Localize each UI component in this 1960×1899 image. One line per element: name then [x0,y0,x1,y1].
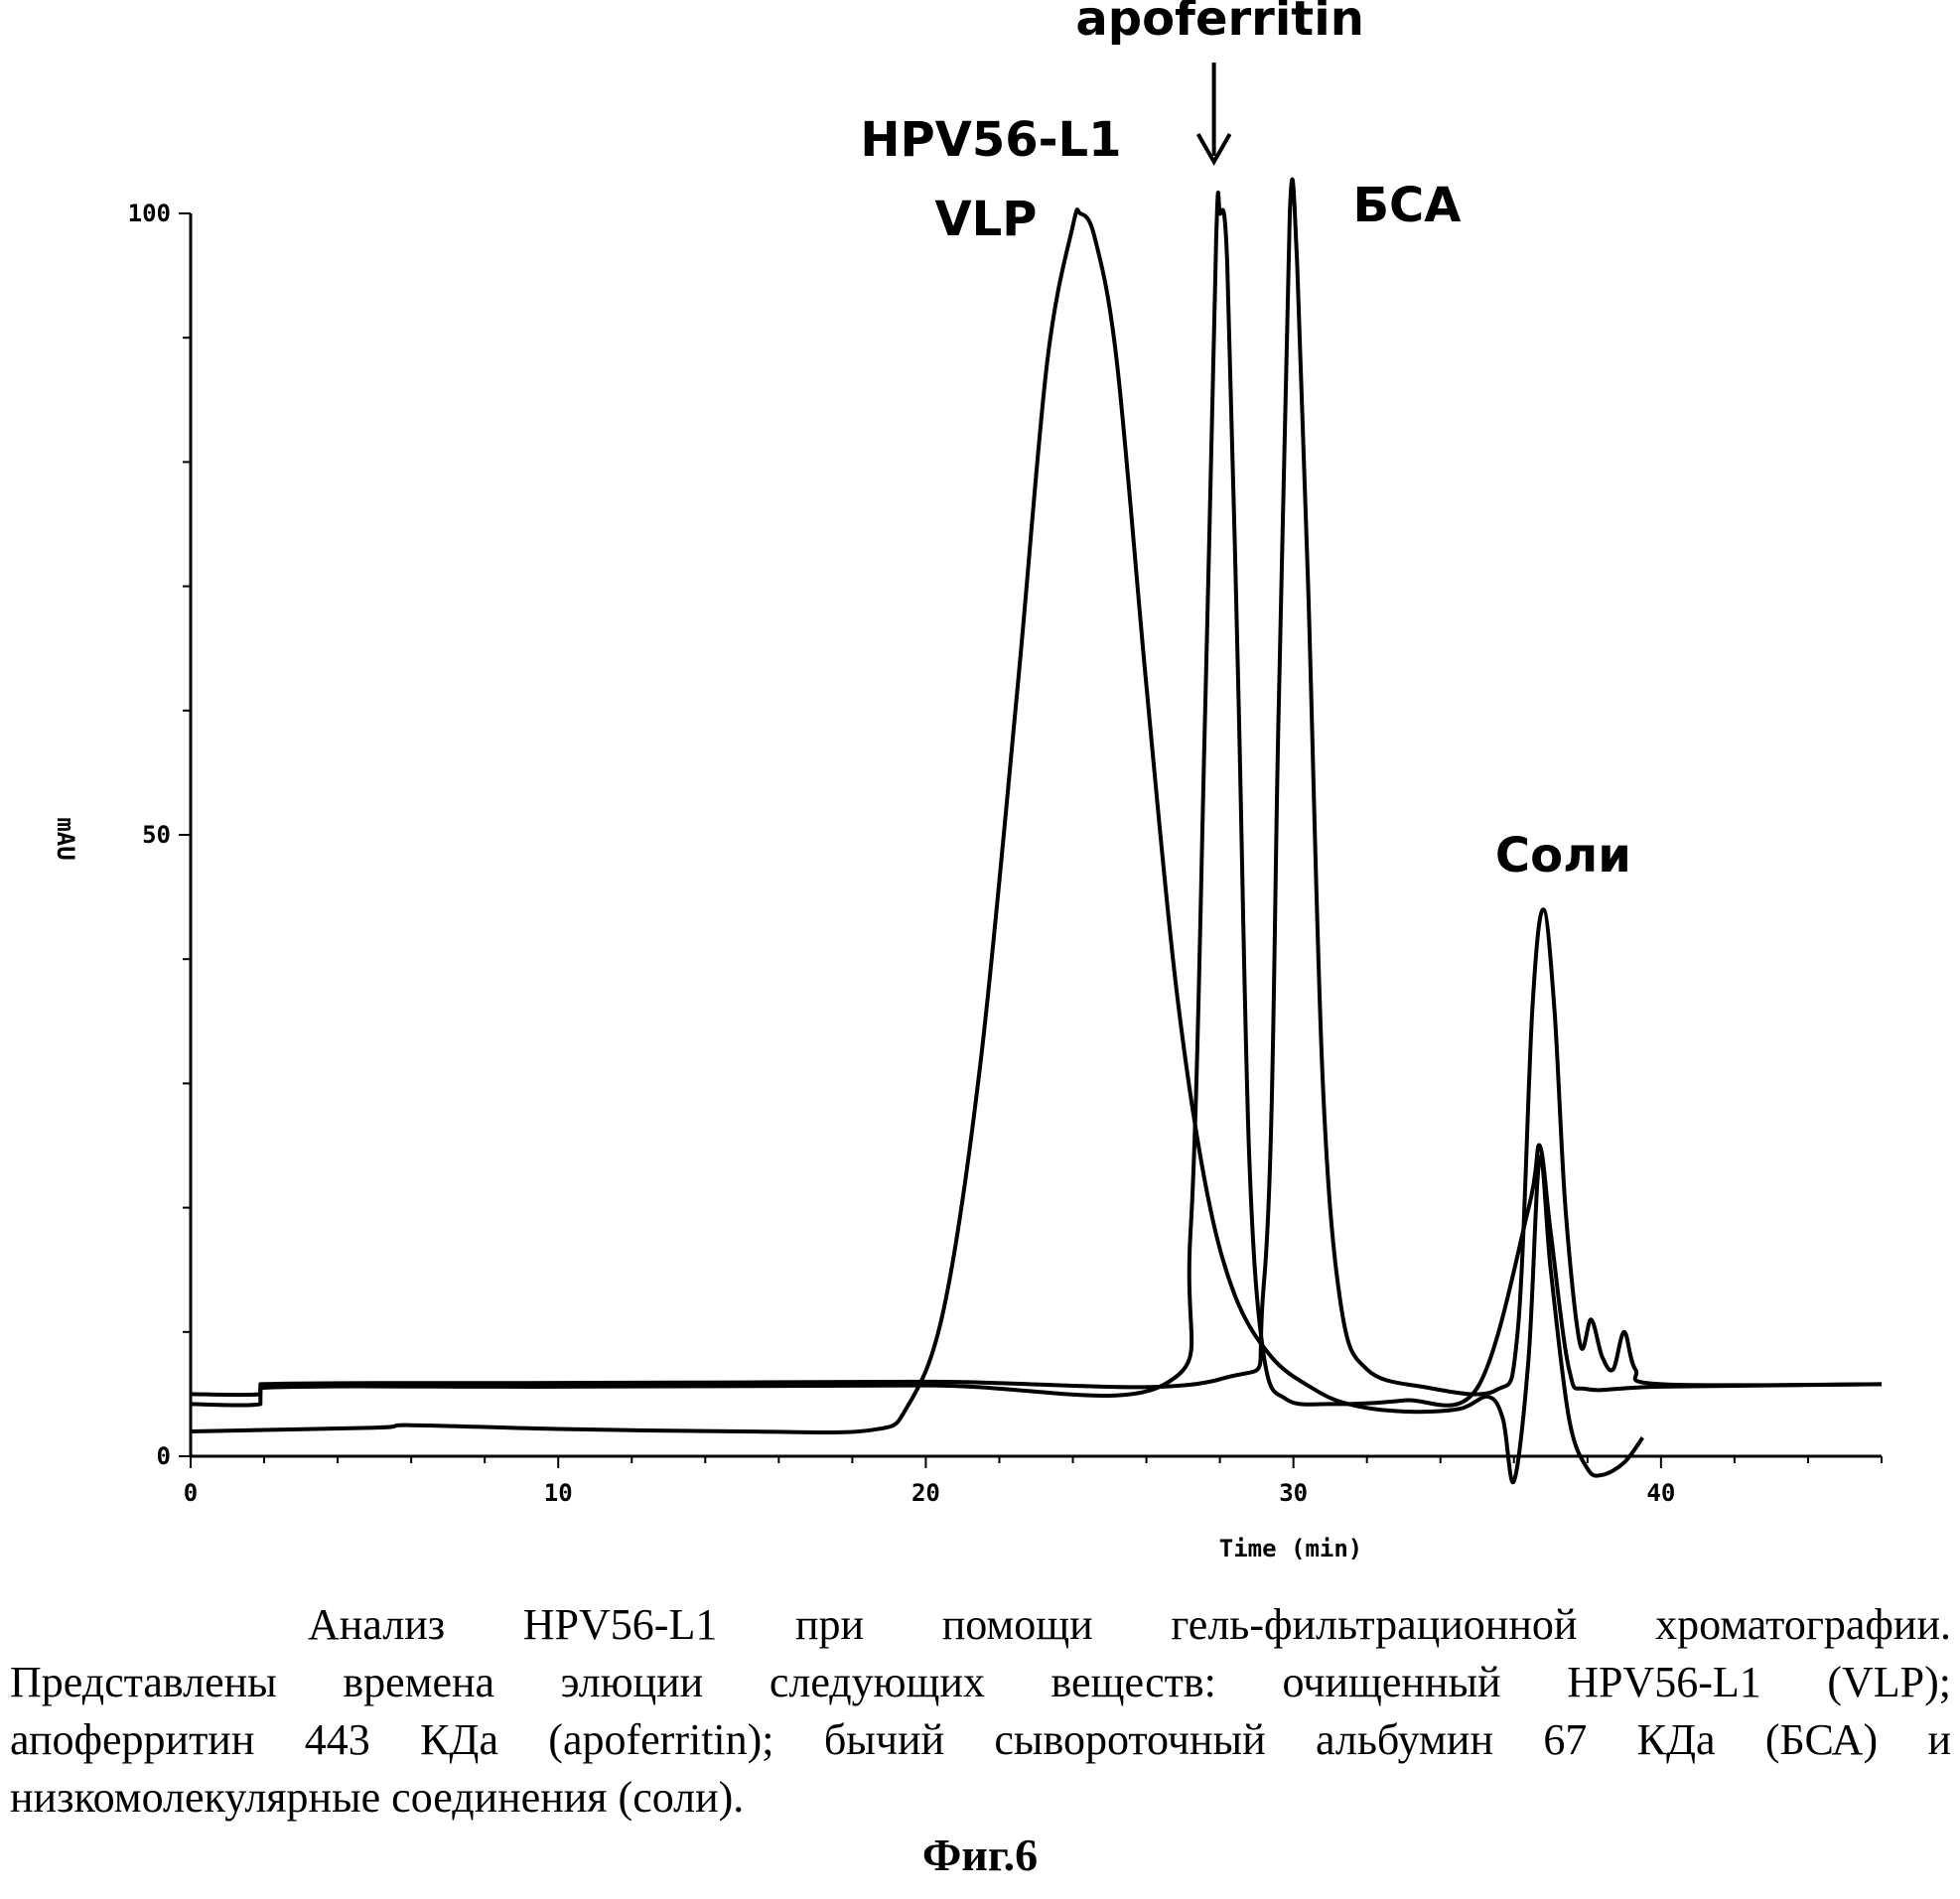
peak-label-3: apoferritin [1075,0,1364,47]
x-tick-label: 20 [911,1479,940,1507]
chromatogram-chart: 0 50 100 0 10 20 30 40 HPV56-L1 VLP apoferritin Б… [0,0,1960,1588]
x-tick-label: 0 [184,1479,198,1507]
x-tick-label: 30 [1279,1479,1308,1507]
caption-line-2: Представлены времена элюции следующих ве… [10,1654,1951,1711]
series-trace-1 [191,209,1642,1482]
caption-line-4: низкомолекулярные соединения (соли). [10,1769,1951,1827]
x-tick-label: 10 [544,1479,573,1507]
x-axis-ticks: 0 10 20 30 40 [184,1456,1882,1507]
peak-annotations: HPV56-L1 VLP apoferritin БСА Соли [860,0,1631,883]
x-axis-title: Time (min) [1219,1535,1363,1562]
peak-label-1: HPV56-L1 [860,112,1121,168]
y-axis-title: mAU [52,817,79,860]
x-tick-label: 40 [1646,1479,1675,1507]
caption-line-1: Анализ HPV56-L1 при помощи гель-фильтрац… [10,1596,1951,1654]
y-tick-label: 0 [157,1442,171,1470]
y-axis-ticks: 0 50 100 [128,200,191,1470]
peak-label-4: БСА [1352,178,1461,233]
series-trace-3 [191,180,1882,1395]
y-tick-label: 100 [128,200,171,227]
peak-label-5: Соли [1495,828,1631,883]
caption-line-3: апоферритин 443 КДа (apoferritin); бычий… [10,1711,1951,1769]
y-tick-label: 50 [142,821,171,849]
figure-label: Фиг.6 [0,1829,1960,1881]
series-trace-2 [191,193,1882,1406]
peak-label-2: VLP [934,192,1037,247]
figure-caption: Анализ HPV56-L1 при помощи гель-фильтрац… [10,1596,1951,1827]
